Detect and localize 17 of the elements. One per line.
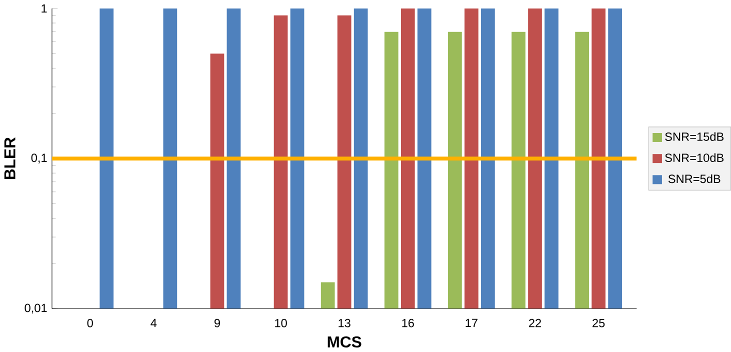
x-tick-label: 10	[275, 318, 287, 328]
y-tick-label: 0,01	[24, 304, 47, 314]
y-axis-title: BLER	[4, 137, 16, 180]
x-tick-label: 16	[402, 318, 414, 328]
y-tick-label: 0,1	[31, 154, 47, 164]
legend-label: SNR=5dB	[668, 174, 720, 184]
legend-label: SNR=15dB	[665, 132, 724, 141]
x-tick-label: 9	[214, 318, 220, 328]
y-tick-label: 1	[42, 4, 47, 13]
x-tick-label: 17	[466, 318, 478, 328]
x-tick-label: 0	[87, 318, 93, 328]
x-tick-label: 22	[529, 318, 541, 328]
x-tick-label: 13	[338, 318, 350, 328]
x-tick-label: 4	[150, 318, 157, 328]
x-tick-label: 25	[592, 318, 605, 328]
x-axis-title: MCS	[328, 336, 362, 348]
legend-label: SNR=10dB	[665, 153, 724, 162]
